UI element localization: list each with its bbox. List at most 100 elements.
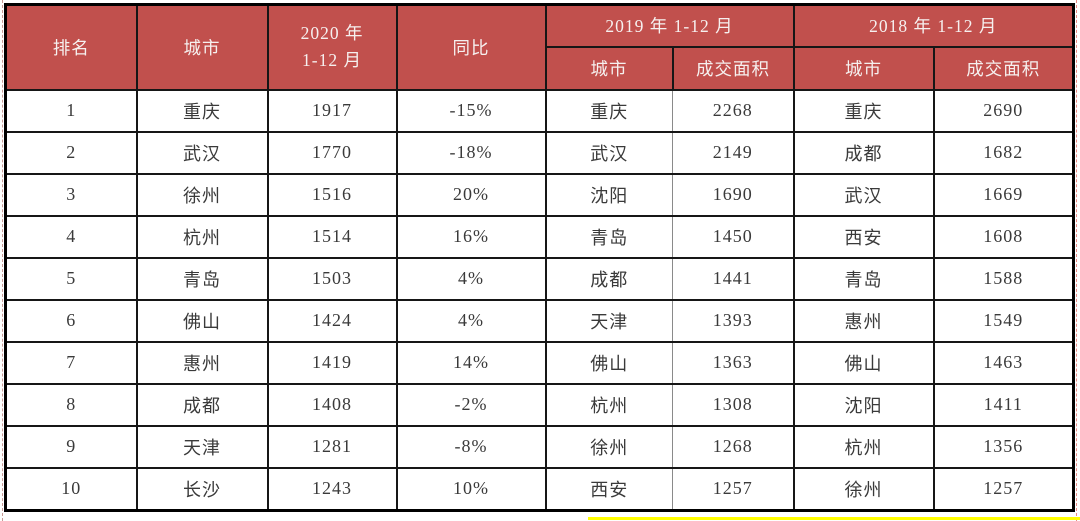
cell-area-2020: 1514 bbox=[266, 214, 398, 259]
cell-city-2018: 佛山 bbox=[792, 340, 935, 385]
table-row: 3 徐州 1516 20% 沈阳 1690 武汉 1669 bbox=[4, 172, 1075, 217]
cell-rank: 9 bbox=[4, 424, 138, 469]
cell-area-2020: 1516 bbox=[266, 172, 398, 217]
cell-area-2020: 1503 bbox=[266, 256, 398, 301]
cell-yoy: -8% bbox=[395, 424, 547, 469]
table-row: 8 成都 1408 -2% 杭州 1308 沈阳 1411 bbox=[4, 382, 1075, 427]
cell-area-2019: 1363 bbox=[671, 340, 795, 385]
cell-area-2020: 1917 bbox=[266, 88, 398, 133]
cell-city-2019: 杭州 bbox=[544, 382, 673, 427]
cell-city-2019: 佛山 bbox=[544, 340, 673, 385]
cell-area-2019: 1393 bbox=[671, 298, 795, 343]
cell-city-2018: 徐州 bbox=[792, 466, 935, 512]
header-period-2020: 2020 年 1-12 月 bbox=[266, 3, 398, 91]
cell-yoy: -18% bbox=[395, 130, 547, 175]
table-row: 4 杭州 1514 16% 青岛 1450 西安 1608 bbox=[4, 214, 1075, 259]
cell-city-2019: 成都 bbox=[544, 256, 673, 301]
cell-city-2018: 重庆 bbox=[792, 88, 935, 133]
cell-city-2020: 成都 bbox=[135, 382, 269, 427]
cell-city-2019: 天津 bbox=[544, 298, 673, 343]
cell-area-2018: 1411 bbox=[932, 382, 1075, 427]
table-row: 6 佛山 1424 4% 天津 1393 惠州 1549 bbox=[4, 298, 1075, 343]
header-row-2: 城市 成交面积 城市 成交面积 bbox=[6, 45, 1075, 91]
cell-city-2020: 天津 bbox=[135, 424, 269, 469]
page-break-dashed-line-right bbox=[1076, 0, 1077, 521]
cell-area-2018: 1669 bbox=[932, 172, 1075, 217]
cell-city-2020: 徐州 bbox=[135, 172, 269, 217]
cell-area-2018: 2690 bbox=[932, 88, 1075, 133]
cell-city-2019: 西安 bbox=[544, 466, 673, 512]
cell-area-2019: 1268 bbox=[671, 424, 795, 469]
cell-area-2020: 1770 bbox=[266, 130, 398, 175]
cell-rank: 7 bbox=[4, 340, 138, 385]
table-row: 5 青岛 1503 4% 成都 1441 青岛 1588 bbox=[4, 256, 1075, 301]
cell-area-2018: 1356 bbox=[932, 424, 1075, 469]
table-body: 1 重庆 1917 -15% 重庆 2268 重庆 2690 2 武汉 1770… bbox=[4, 88, 1075, 512]
cell-city-2020: 武汉 bbox=[135, 130, 269, 175]
table-row: 7 惠州 1419 14% 佛山 1363 佛山 1463 bbox=[4, 340, 1075, 385]
page-break-dashed-line-left bbox=[2, 0, 3, 521]
cell-city-2019: 青岛 bbox=[544, 214, 673, 259]
table-header: 排名 城市 2020 年 1-12 月 同比 2019 年 1-12 月 201… bbox=[4, 3, 1075, 91]
cell-area-2018: 1549 bbox=[932, 298, 1075, 343]
cell-city-2018: 惠州 bbox=[792, 298, 935, 343]
cell-area-2018: 1588 bbox=[932, 256, 1075, 301]
housing-transaction-table: 排名 城市 2020 年 1-12 月 同比 2019 年 1-12 月 201… bbox=[4, 3, 1076, 512]
cell-area-2019: 1257 bbox=[671, 466, 795, 512]
header-yoy: 同比 bbox=[395, 3, 547, 91]
cell-rank: 1 bbox=[4, 88, 138, 133]
cell-yoy: -15% bbox=[395, 88, 547, 133]
cell-city-2019: 重庆 bbox=[544, 88, 673, 133]
table-row: 9 天津 1281 -8% 徐州 1268 杭州 1356 bbox=[4, 424, 1075, 469]
cell-area-2018: 1682 bbox=[932, 130, 1075, 175]
cell-city-2020: 佛山 bbox=[135, 298, 269, 343]
cell-rank: 3 bbox=[4, 172, 138, 217]
cell-city-2018: 西安 bbox=[792, 214, 935, 259]
cell-yoy: 10% bbox=[395, 466, 547, 512]
cell-city-2019: 沈阳 bbox=[544, 172, 673, 217]
cell-city-2019: 徐州 bbox=[544, 424, 673, 469]
header-city-2018: 城市 bbox=[792, 45, 935, 91]
cell-rank: 4 bbox=[4, 214, 138, 259]
cell-rank: 8 bbox=[4, 382, 138, 427]
cell-yoy: 14% bbox=[395, 340, 547, 385]
cell-area-2020: 1243 bbox=[266, 466, 398, 512]
header-area-2019: 成交面积 bbox=[671, 45, 795, 91]
cell-area-2018: 1257 bbox=[932, 466, 1075, 512]
cell-area-2019: 1308 bbox=[671, 382, 795, 427]
cell-city-2018: 成都 bbox=[792, 130, 935, 175]
cell-area-2018: 1463 bbox=[932, 340, 1075, 385]
cell-city-2020: 青岛 bbox=[135, 256, 269, 301]
table-row: 2 武汉 1770 -18% 武汉 2149 成都 1682 bbox=[4, 130, 1075, 175]
header-row-1: 排名 城市 2020 年 1-12 月 同比 2019 年 1-12 月 201… bbox=[4, 3, 1075, 91]
cell-yoy: 4% bbox=[395, 256, 547, 301]
cell-yoy: 16% bbox=[395, 214, 547, 259]
cell-city-2018: 沈阳 bbox=[792, 382, 935, 427]
header-rank: 排名 bbox=[4, 3, 138, 91]
yellow-highlight-line bbox=[588, 517, 1080, 520]
cell-area-2019: 2268 bbox=[671, 88, 795, 133]
cell-area-2019: 1690 bbox=[671, 172, 795, 217]
cell-rank: 10 bbox=[4, 466, 138, 512]
cell-area-2020: 1419 bbox=[266, 340, 398, 385]
header-group-2018: 2018 年 1-12 月 bbox=[792, 3, 1075, 48]
cell-city-2018: 武汉 bbox=[792, 172, 935, 217]
cell-rank: 6 bbox=[4, 298, 138, 343]
table-row: 1 重庆 1917 -15% 重庆 2268 重庆 2690 bbox=[4, 88, 1075, 133]
cell-area-2020: 1281 bbox=[266, 424, 398, 469]
cell-yoy: 4% bbox=[395, 298, 547, 343]
cell-area-2019: 2149 bbox=[671, 130, 795, 175]
cell-yoy: 20% bbox=[395, 172, 547, 217]
cell-city-2020: 长沙 bbox=[135, 466, 269, 512]
cell-area-2020: 1424 bbox=[266, 298, 398, 343]
cell-city-2020: 重庆 bbox=[135, 88, 269, 133]
cell-city-2020: 杭州 bbox=[135, 214, 269, 259]
cell-area-2019: 1450 bbox=[671, 214, 795, 259]
cell-city-2018: 杭州 bbox=[792, 424, 935, 469]
header-city-2020: 城市 bbox=[135, 3, 269, 91]
table-row: 10 长沙 1243 10% 西安 1257 徐州 1257 bbox=[4, 466, 1075, 512]
cell-yoy: -2% bbox=[395, 382, 547, 427]
cell-area-2019: 1441 bbox=[671, 256, 795, 301]
cell-rank: 5 bbox=[4, 256, 138, 301]
